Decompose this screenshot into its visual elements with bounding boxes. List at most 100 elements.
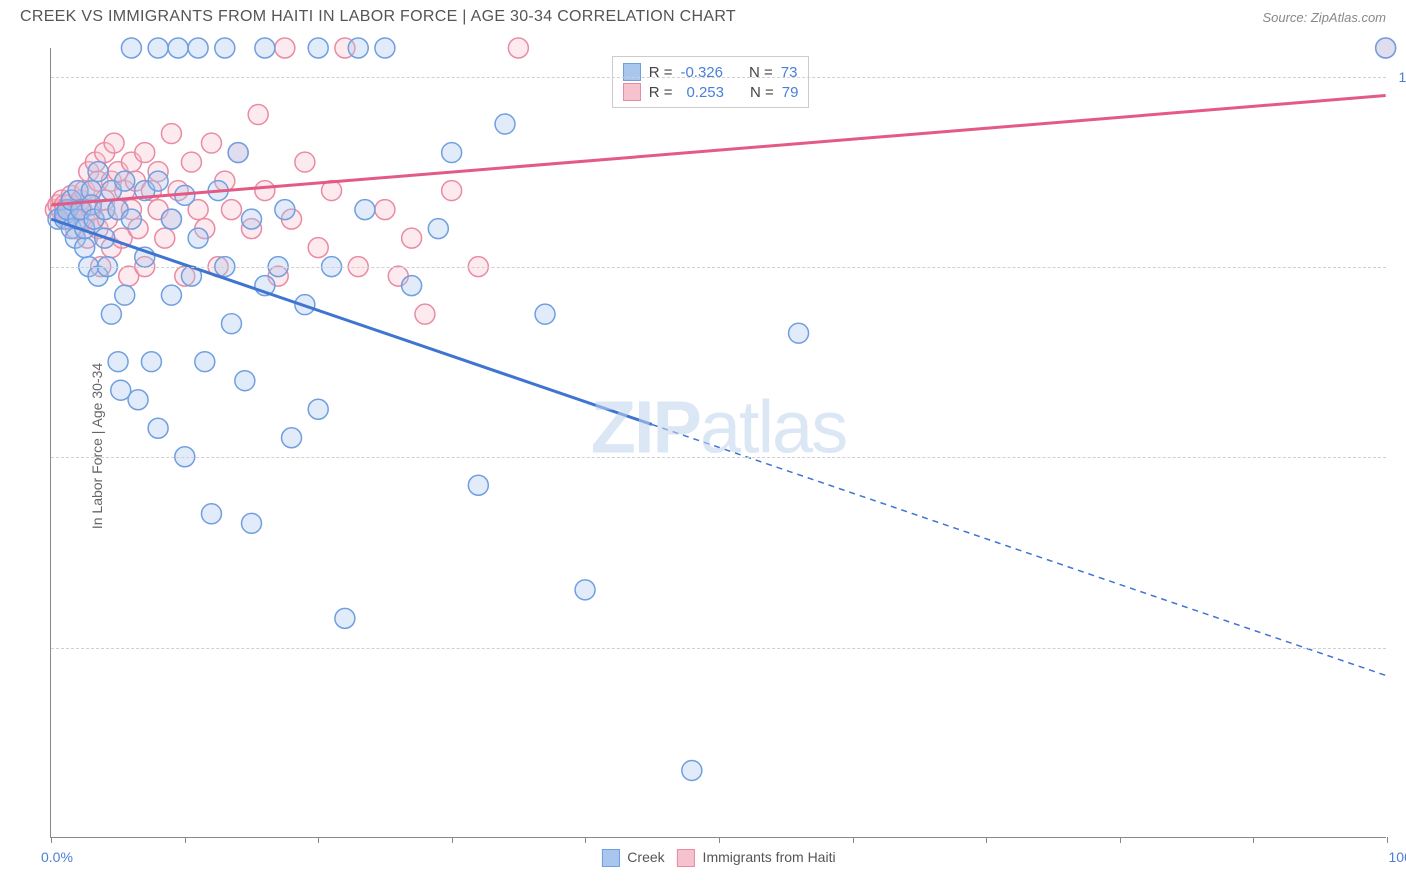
data-point-creek <box>242 209 262 229</box>
data-point-haiti <box>375 200 395 220</box>
data-point-creek <box>115 285 135 305</box>
data-point-creek <box>161 209 181 229</box>
xtick <box>1253 837 1254 843</box>
data-point-creek <box>335 608 355 628</box>
data-point-creek <box>195 352 215 372</box>
stat-N-label2: N = <box>750 84 774 101</box>
xtick <box>452 837 453 843</box>
data-point-haiti <box>415 304 435 324</box>
trendline-creek-dashed <box>652 424 1386 675</box>
data-point-creek <box>115 171 135 191</box>
data-point-creek <box>228 143 248 163</box>
gridline <box>51 77 1386 78</box>
stat-N-creek: 73 <box>781 64 798 81</box>
data-point-creek <box>348 38 368 58</box>
gridline <box>51 267 1386 268</box>
swatch-icon <box>601 849 619 867</box>
data-point-creek <box>308 399 328 419</box>
stat-R-label: R = <box>649 64 673 81</box>
x-axis-max-label: 100.0% <box>1389 849 1406 865</box>
data-point-creek <box>242 513 262 533</box>
data-point-haiti <box>248 105 268 125</box>
stat-R-haiti: 0.253 <box>686 84 724 101</box>
source-label: Source: ZipAtlas.com <box>1262 10 1386 25</box>
data-point-creek <box>575 580 595 600</box>
xtick <box>1120 837 1121 843</box>
swatch-icon <box>677 849 695 867</box>
data-point-creek <box>128 390 148 410</box>
data-point-creek <box>161 285 181 305</box>
data-point-creek <box>148 171 168 191</box>
xtick <box>185 837 186 843</box>
legend-item-creek: Creek <box>601 849 664 867</box>
gridline <box>51 648 1386 649</box>
data-point-creek <box>148 418 168 438</box>
data-point-creek <box>282 428 302 448</box>
data-point-creek <box>215 38 235 58</box>
data-point-creek <box>141 352 161 372</box>
data-point-haiti <box>308 238 328 258</box>
xtick <box>318 837 319 843</box>
data-point-creek <box>88 162 108 182</box>
data-point-haiti <box>155 228 175 248</box>
data-point-creek <box>235 371 255 391</box>
legend-label-creek: Creek <box>627 849 664 865</box>
xtick <box>1387 837 1388 843</box>
data-point-haiti <box>442 181 462 201</box>
data-point-creek <box>535 304 555 324</box>
swatch-creek <box>623 63 641 81</box>
data-point-creek <box>255 38 275 58</box>
scatter-svg <box>51 48 1386 837</box>
data-point-creek <box>188 38 208 58</box>
xtick <box>585 837 586 843</box>
data-point-creek <box>355 200 375 220</box>
data-point-creek <box>275 200 295 220</box>
xtick <box>853 837 854 843</box>
data-point-haiti <box>508 38 528 58</box>
data-point-haiti <box>161 124 181 144</box>
data-point-creek <box>495 114 515 134</box>
data-point-haiti <box>104 133 124 153</box>
xtick <box>986 837 987 843</box>
data-point-haiti <box>275 38 295 58</box>
stat-R-label2: R = <box>649 84 673 101</box>
data-point-creek <box>428 219 448 239</box>
data-point-haiti <box>295 152 315 172</box>
data-point-creek <box>402 276 422 296</box>
xtick <box>51 837 52 843</box>
ytick-label: 100.0% <box>1399 69 1406 85</box>
data-point-creek <box>121 209 141 229</box>
data-point-haiti <box>181 152 201 172</box>
data-point-creek <box>468 475 488 495</box>
chart-plot-area: ZIPatlas R = -0.326 N = 73 R = 0.253 N =… <box>50 48 1386 838</box>
data-point-creek <box>682 760 702 780</box>
chart-title: CREEK VS IMMIGRANTS FROM HAITI IN LABOR … <box>20 8 736 26</box>
data-point-haiti <box>402 228 422 248</box>
stats-legend-box: R = -0.326 N = 73 R = 0.253 N = 79 <box>612 56 810 108</box>
data-point-creek <box>101 304 121 324</box>
data-point-creek <box>148 38 168 58</box>
data-point-haiti <box>135 143 155 163</box>
legend-label-haiti: Immigrants from Haiti <box>703 849 836 865</box>
legend-item-haiti: Immigrants from Haiti <box>677 849 836 867</box>
stats-row-haiti: R = 0.253 N = 79 <box>623 83 799 101</box>
data-point-creek <box>375 38 395 58</box>
data-point-creek <box>221 314 241 334</box>
bottom-legend: Creek Immigrants from Haiti <box>601 849 835 867</box>
data-point-creek <box>308 38 328 58</box>
data-point-creek <box>789 323 809 343</box>
data-point-creek <box>188 228 208 248</box>
stats-row-creek: R = -0.326 N = 73 <box>623 63 799 81</box>
xtick <box>719 837 720 843</box>
stat-N-haiti: 79 <box>782 84 799 101</box>
data-point-creek <box>1376 38 1396 58</box>
data-point-creek <box>168 38 188 58</box>
data-point-creek <box>108 352 128 372</box>
data-point-haiti <box>255 181 275 201</box>
stat-R-creek: -0.326 <box>680 64 723 81</box>
data-point-haiti <box>201 133 221 153</box>
data-point-creek <box>75 238 95 258</box>
swatch-haiti <box>623 83 641 101</box>
stat-N-label: N = <box>749 64 773 81</box>
gridline <box>51 457 1386 458</box>
